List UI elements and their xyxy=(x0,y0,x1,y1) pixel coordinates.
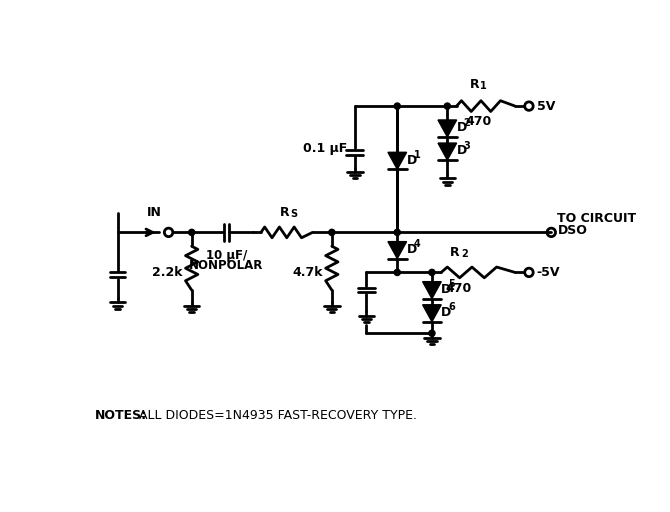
Text: 10 µF/: 10 µF/ xyxy=(206,249,247,262)
Text: 1: 1 xyxy=(480,81,487,91)
Circle shape xyxy=(429,269,435,275)
Text: 470: 470 xyxy=(446,282,472,295)
Text: D: D xyxy=(407,243,417,256)
Text: 2.2k: 2.2k xyxy=(152,266,182,279)
Polygon shape xyxy=(423,305,442,322)
Text: DSO: DSO xyxy=(557,224,588,237)
Polygon shape xyxy=(388,242,407,259)
Text: 5: 5 xyxy=(448,280,455,289)
Polygon shape xyxy=(438,143,457,160)
Text: 1: 1 xyxy=(413,150,420,160)
Text: IN: IN xyxy=(147,205,162,219)
Text: R: R xyxy=(470,78,479,91)
Text: TO CIRCUIT: TO CIRCUIT xyxy=(557,211,636,225)
Text: 5V: 5V xyxy=(537,100,555,113)
Text: 2: 2 xyxy=(461,248,468,259)
Circle shape xyxy=(394,103,401,109)
Polygon shape xyxy=(438,120,457,137)
Text: 3: 3 xyxy=(464,141,470,151)
Polygon shape xyxy=(423,282,442,298)
Text: 0.1 µF: 0.1 µF xyxy=(303,142,347,155)
Text: NOTES:: NOTES: xyxy=(94,409,147,422)
Text: 4.7k: 4.7k xyxy=(292,266,322,279)
Circle shape xyxy=(429,330,435,336)
Text: ALL DIODES=1N4935 FAST-RECOVERY TYPE.: ALL DIODES=1N4935 FAST-RECOVERY TYPE. xyxy=(135,409,417,422)
Text: D: D xyxy=(456,144,467,157)
Circle shape xyxy=(394,269,401,275)
Text: 6: 6 xyxy=(448,303,455,312)
Circle shape xyxy=(329,229,335,236)
Text: R: R xyxy=(450,246,460,259)
Text: D: D xyxy=(441,283,452,296)
Text: -5V: -5V xyxy=(537,266,560,279)
Text: 4: 4 xyxy=(413,239,420,249)
Circle shape xyxy=(444,103,450,109)
Text: D: D xyxy=(407,154,417,166)
Text: NONPOLAR: NONPOLAR xyxy=(189,260,263,272)
Circle shape xyxy=(189,229,195,236)
Text: S: S xyxy=(290,208,297,219)
Text: D: D xyxy=(441,306,452,319)
Text: D: D xyxy=(456,121,467,134)
Circle shape xyxy=(394,229,401,236)
Text: R: R xyxy=(280,205,289,219)
Polygon shape xyxy=(388,152,407,169)
Text: 470: 470 xyxy=(465,115,491,129)
Text: 2: 2 xyxy=(464,118,470,127)
